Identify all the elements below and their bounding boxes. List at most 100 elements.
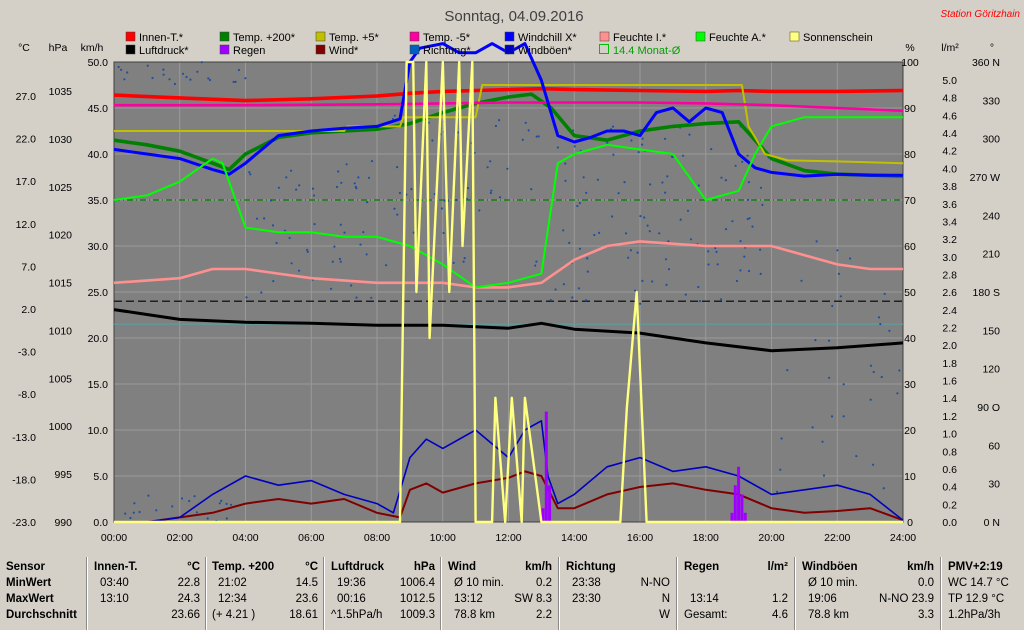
direction-point: [123, 78, 126, 81]
direction-point: [585, 299, 588, 302]
stats-gust-unit: km/h: [907, 561, 934, 573]
direction-tick-label: 240: [982, 210, 1000, 222]
legend-label: Richtung*: [423, 45, 471, 57]
direction-point: [345, 163, 348, 166]
stats-rain-total-label: Gesamt:: [684, 609, 728, 621]
direction-point: [630, 139, 633, 142]
direction-point: [578, 247, 582, 250]
direction-point: [877, 316, 881, 319]
direction-point: [639, 302, 642, 305]
legend-swatch: [125, 44, 136, 55]
series-line-luftdruck: [113, 308, 904, 353]
stats-direction-min: N-NO: [640, 577, 670, 589]
direction-point: [456, 131, 460, 134]
direction-tick-label: 270 W: [970, 172, 1000, 184]
direction-point: [189, 78, 192, 81]
direction-point: [249, 173, 252, 176]
legend-swatch: [599, 44, 609, 54]
rain-tick-label: 2.8: [942, 269, 957, 281]
stats-wind-max: SW 8.3: [514, 593, 552, 605]
direction-point: [494, 124, 497, 128]
rain-bar: [541, 508, 545, 522]
x-tick-label: 14:00: [561, 532, 587, 544]
pressure-tick-label: 1005: [49, 373, 73, 385]
direction-point: [530, 188, 533, 191]
direction-point: [741, 160, 744, 163]
rain-tick-label: 0.4: [942, 482, 957, 494]
stats-temp200-unit: °C: [305, 561, 318, 573]
temp-tick-label: 17.0: [16, 176, 37, 188]
stats-temp200-max: 23.6: [295, 593, 318, 605]
x-tick-label: 00:00: [101, 532, 127, 544]
rain-tick-label: 3.4: [942, 216, 957, 228]
legend-label: 14.4 Monat-Ø: [613, 45, 681, 57]
direction-point: [577, 287, 581, 290]
direction-point: [882, 487, 885, 490]
series-line-sonnenschein: [114, 60, 903, 524]
stats-pmv-windchill: WC 14.7 °C: [948, 577, 1009, 589]
direction-point: [335, 185, 339, 189]
x-tick-label: 16:00: [627, 532, 653, 544]
direction-point: [337, 170, 340, 173]
rain-tick-label: 2.6: [942, 287, 957, 299]
direction-point: [627, 256, 630, 259]
humidity-axis-unit: %: [905, 42, 914, 54]
direction-point: [117, 65, 120, 69]
x-tick-label: 18:00: [693, 532, 719, 544]
stats-gust-avg: 3.3: [918, 609, 934, 621]
stats-gust-distance: 78.8 km: [808, 609, 849, 621]
direction-point: [666, 175, 669, 178]
wind-tick-label: 30.0: [88, 241, 109, 253]
pressure-tick-label: 990: [54, 517, 72, 529]
stats-temp200-min-time: 21:02: [218, 577, 247, 589]
temp-tick-label: 12.0: [16, 219, 37, 231]
direction-point: [679, 218, 682, 221]
series-line-temp-200: [113, 92, 904, 178]
direction-point: [831, 304, 834, 308]
direction-point: [641, 137, 644, 140]
pressure-tick-label: 995: [54, 469, 72, 481]
stats-temp200-min: 14.5: [295, 577, 318, 589]
direction-point: [248, 171, 251, 174]
direction-point: [431, 139, 434, 142]
stats-direction-title: Richtung: [566, 561, 616, 573]
direction-point: [343, 231, 346, 234]
pressure-tick-label: 1015: [49, 278, 73, 290]
stats-wind-min: 0.2: [536, 577, 552, 589]
rain-tick-label: 2.0: [942, 340, 957, 352]
direction-point: [244, 77, 247, 80]
rain-tick-label: 1.2: [942, 411, 957, 423]
legend-swatch: [409, 44, 420, 55]
direction-point: [710, 148, 713, 151]
pressure-tick-label: 1000: [49, 421, 73, 433]
direction-point: [120, 68, 123, 71]
direction-point: [667, 268, 671, 271]
direction-point: [839, 295, 843, 298]
direction-point: [180, 497, 184, 500]
direction-point: [333, 245, 336, 248]
weather-chart: 00:00 02:00 04:00 06:00 08:00 10:00 12:00 14:00…: [12, 8, 1021, 544]
direction-point: [573, 145, 576, 148]
direction-point: [534, 264, 537, 267]
direction-point: [298, 269, 301, 272]
wind-tick-label: 45.0: [88, 103, 109, 115]
stats-innen-min: 22.8: [177, 577, 200, 589]
direction-point: [564, 162, 567, 165]
stats-direction-max-time: 23:30: [572, 593, 601, 605]
direction-point: [524, 121, 527, 124]
direction-point: [664, 137, 667, 140]
direction-point: [779, 468, 782, 471]
rain-tick-label: 5.0: [942, 75, 957, 87]
direction-point: [606, 141, 609, 144]
direction-point: [168, 78, 171, 81]
stats-pressure-max-time: 00:16: [337, 593, 366, 605]
series-line-feuchte-a: [113, 116, 903, 289]
direction-point: [811, 426, 814, 429]
direction-point: [549, 299, 552, 302]
rain-bar: [548, 485, 552, 522]
direction-tick-label: 330: [982, 95, 1000, 107]
stats-pmv-col: PMV+2:19 WC 14.7 °C TP 12.9 °C 1.2hPa/3h: [948, 561, 1020, 625]
direction-point: [821, 440, 824, 443]
stats-innen-avg: 23.66: [171, 609, 200, 621]
direction-point: [707, 250, 710, 253]
